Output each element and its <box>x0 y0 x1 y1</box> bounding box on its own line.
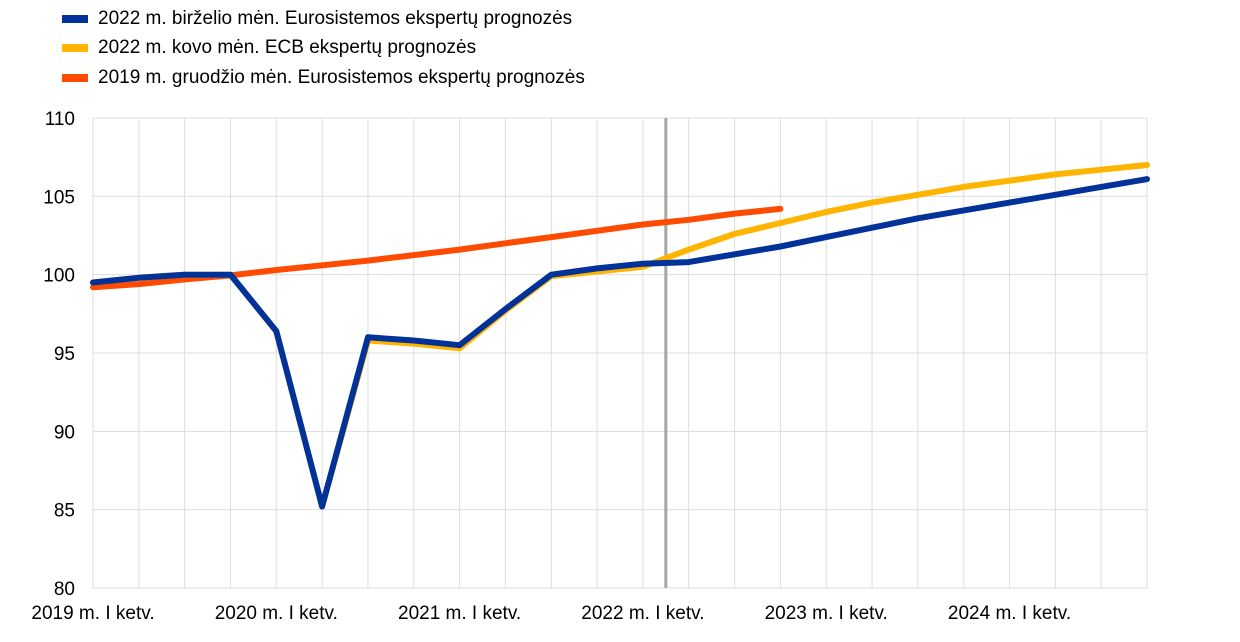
legend-label: 2019 m. gruodžio mėn. Eurosistemos ekspe… <box>98 66 585 88</box>
x-tick-label: 2023 m. I ketv. <box>765 603 888 624</box>
legend-swatch <box>62 14 88 23</box>
legend-item-march-2022: 2022 m. kovo mėn. ECB ekspertų prognozės <box>62 34 585 64</box>
x-axis: 2019 m. I ketv. 2020 m. I ketv. 2021 m. I … <box>31 603 1071 624</box>
x-tick-label: 2022 m. I ketv. <box>581 603 704 624</box>
grid <box>92 117 1148 589</box>
y-tick-label: 95 <box>54 344 75 365</box>
x-tick-label: 2019 m. I ketv. <box>31 603 154 624</box>
y-tick-label: 90 <box>54 422 75 443</box>
legend-item-december-2019: 2019 m. gruodžio mėn. Eurosistemos ekspe… <box>62 63 585 93</box>
y-tick-label: 105 <box>43 187 75 208</box>
legend-swatch <box>62 73 88 82</box>
chart-legend: 2022 m. birželio mėn. Eurosistemos ekspe… <box>62 4 585 93</box>
x-tick-label: 2024 m. I ketv. <box>948 603 1071 624</box>
series-line-2 <box>90 176 1150 510</box>
legend-label: 2022 m. kovo mėn. ECB ekspertų prognozės <box>98 37 477 59</box>
legend-item-june-2022: 2022 m. birželio mėn. Eurosistemos ekspe… <box>62 4 585 34</box>
y-tick-label: 110 <box>45 109 75 130</box>
x-tick-label: 2020 m. I ketv. <box>215 603 338 624</box>
legend-label: 2022 m. birželio mėn. Eurosistemos ekspe… <box>98 7 573 29</box>
y-tick-label: 85 <box>54 501 75 522</box>
series-lines <box>90 162 1150 510</box>
x-tick-label: 2021 m. I ketv. <box>398 603 521 624</box>
series-line-1 <box>90 162 1150 510</box>
y-tick-label: 80 <box>54 579 75 600</box>
y-tick-label: 100 <box>43 266 75 287</box>
y-axis: 80 85 90 95 100 105 110 <box>43 109 75 600</box>
legend-swatch <box>62 44 88 53</box>
